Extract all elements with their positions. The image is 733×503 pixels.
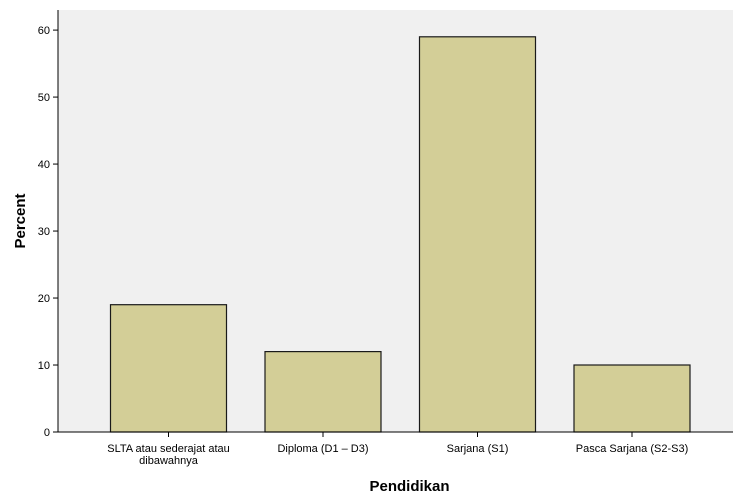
x-tick-label: SLTA atau sederajat atau dibawahnya xyxy=(107,443,230,467)
y-axis-title: Percent xyxy=(12,193,29,248)
y-axis: 0 10 20 30 40 50 60 xyxy=(38,10,59,439)
y-tick-label: 30 xyxy=(38,226,50,238)
x-tick-label: Diploma (D1 – D3) xyxy=(277,443,368,455)
bar xyxy=(264,351,382,433)
y-tick-label: 20 xyxy=(38,293,50,305)
bars-group xyxy=(109,36,691,433)
x-axis-title: Pendidikan xyxy=(369,478,449,495)
bar xyxy=(418,36,537,433)
bar xyxy=(573,364,691,433)
bar xyxy=(109,304,228,433)
x-tick-label: Pasca Sarjana (S2-S3) xyxy=(576,443,689,455)
y-tick-label: 40 xyxy=(38,159,50,171)
x-axis: SLTA atau sederajat atau dibawahnya Diplom… xyxy=(58,431,733,467)
y-tick-label: 10 xyxy=(38,360,50,372)
y-tick-label: 0 xyxy=(44,427,50,439)
x-tick-label: Sarjana (S1) xyxy=(447,443,509,455)
y-tick-label: 60 xyxy=(38,25,50,37)
y-tick-label: 50 xyxy=(38,92,50,104)
